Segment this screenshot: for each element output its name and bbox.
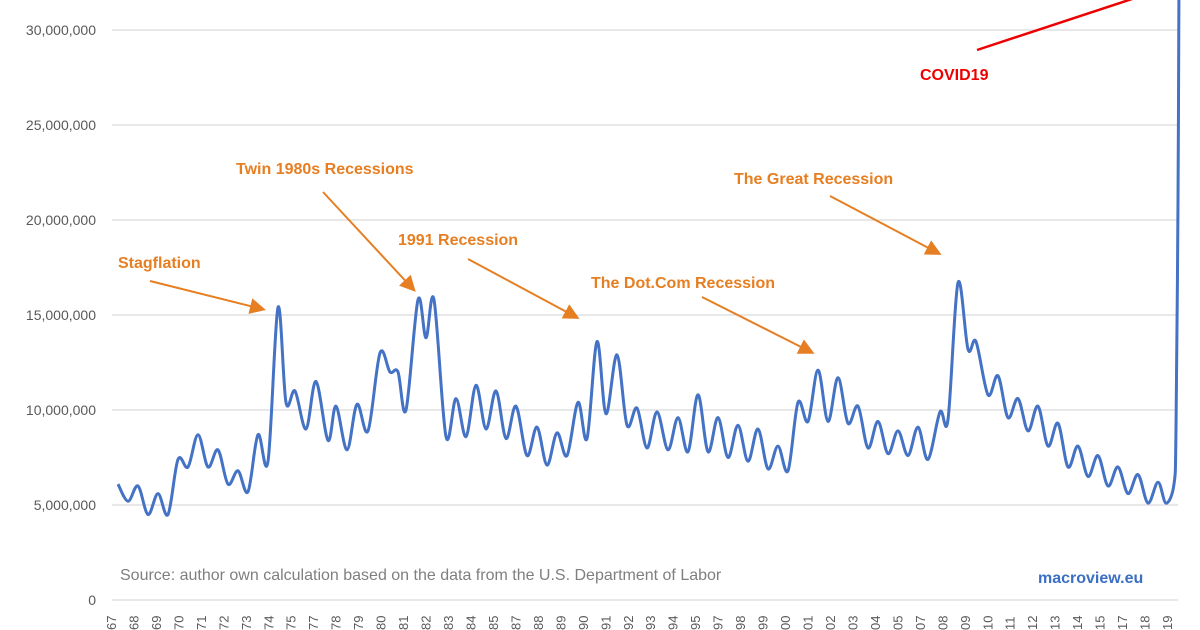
x-tick-label: 75 [284,616,299,630]
y-tick-label: 10,000,000 [26,402,96,418]
x-tick-label: 84 [463,616,478,630]
x-tick-label: 14 [1070,616,1085,630]
x-tick-label: 68 [126,616,141,630]
x-tick-label: 67 [104,616,119,630]
x-tick-label: 73 [239,616,254,630]
x-tick-label: 85 [486,616,501,630]
x-tick-label: 13 [1048,616,1063,630]
y-tick-label: 15,000,000 [26,307,96,323]
annotation-arrow [701,296,815,354]
x-tick-label: 90 [576,616,591,630]
x-tick-label: 78 [329,616,344,630]
annotation-arrow [149,280,266,314]
y-tick-label: 30,000,000 [26,22,96,38]
annotation-stagflation: Stagflation [118,255,201,272]
x-tick-label: 05 [890,616,905,630]
x-tick-label: 94 [666,616,681,630]
annotation-arrow [467,258,580,319]
x-tick-label: 19 [1160,616,1175,630]
x-tick-label: 99 [756,616,771,630]
x-tick-label: 89 [553,616,568,630]
annotation-1991: 1991 Recession [398,232,518,249]
x-tick-label: 11 [1003,617,1018,630]
x-tick-label: 04 [868,616,883,630]
x-tick-label: 00 [778,616,793,630]
x-tick-label: 69 [149,616,164,630]
x-tick-label: 88 [531,616,546,630]
y-tick-label: 0 [88,592,96,608]
x-tick-label: 15 [1093,616,1108,630]
x-tick-label: 83 [441,616,456,630]
x-tick-label: 91 [598,616,613,630]
x-tick-label: 72 [216,616,231,630]
annotation-covid-line [976,0,1133,52]
source-note: Source: author own calculation based on … [120,567,722,584]
x-tick-label: 82 [419,616,434,630]
x-tick-label: 97 [711,616,726,630]
x-tick-label: 74 [261,616,276,630]
x-tick-label: 10 [980,616,995,630]
x-tick-label: 12 [1025,616,1040,630]
y-tick-label: 5,000,000 [34,497,96,513]
series-line [116,0,1181,517]
x-tick-label: 93 [643,616,658,630]
x-tick-label: 80 [374,616,389,630]
x-tick-label: 07 [913,616,928,630]
x-tick-label: 92 [621,616,636,630]
x-tick-label: 71 [194,616,209,630]
annotation-covid19: COVID19 [920,67,989,84]
x-tick-label: 70 [171,616,186,630]
x-tick-label: 98 [733,616,748,630]
x-tick-label: 79 [351,616,366,630]
annotation-twin-1980s: Twin 1980s Recessions [236,161,414,178]
brand-label: macroview.eu [1038,570,1143,587]
x-tick-label: 02 [823,616,838,630]
x-tick-label: 81 [396,616,411,630]
y-tick-label: 25,000,000 [26,117,96,133]
x-tick-label: 18 [1138,616,1153,630]
annotation-great-recession: The Great Recession [734,171,893,188]
annotation-dotcom: The Dot.Com Recession [591,275,775,292]
x-tick-label: 08 [935,616,950,630]
x-tick-label: 17 [1115,616,1130,630]
x-tick-label: 77 [306,616,321,630]
x-tick-label: 87 [508,616,523,630]
x-tick-label: 95 [688,616,703,630]
x-tick-label: 01 [801,616,816,630]
y-tick-label: 20,000,000 [26,212,96,228]
x-tick-label: 03 [845,616,860,630]
annotation-arrow [322,191,416,292]
annotation-arrow [829,195,942,255]
x-tick-label: 09 [958,616,973,630]
